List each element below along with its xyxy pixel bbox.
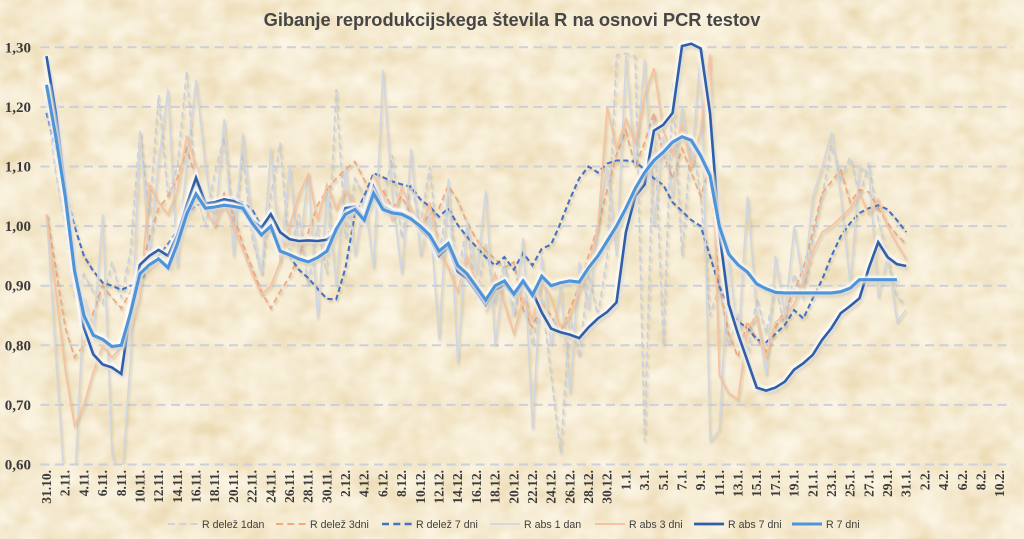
svg-text:28.11.: 28.11. — [301, 470, 316, 503]
svg-text:20.11.: 20.11. — [226, 470, 241, 503]
svg-text:18.11.: 18.11. — [207, 470, 222, 503]
svg-text:30.12.: 30.12. — [600, 470, 615, 504]
svg-text:18.12.: 18.12. — [488, 470, 503, 504]
svg-text:R delež 1dan: R delež 1dan — [202, 519, 265, 531]
svg-text:17.1.: 17.1. — [768, 470, 783, 497]
svg-text:4.11.: 4.11. — [76, 470, 91, 496]
svg-text:23.1.: 23.1. — [824, 470, 839, 497]
svg-text:22.12.: 22.12. — [525, 470, 540, 504]
svg-text:13.1.: 13.1. — [731, 470, 746, 497]
svg-text:12.12.: 12.12. — [432, 470, 447, 504]
svg-text:2.12.: 2.12. — [338, 470, 353, 497]
svg-text:Gibanje reprodukcijskega števi: Gibanje reprodukcijskega števila R na os… — [264, 9, 762, 30]
svg-text:R abs 1 dan: R abs 1 dan — [524, 519, 581, 531]
svg-text:9.1.: 9.1. — [693, 470, 708, 490]
svg-text:31.10.: 31.10. — [39, 470, 54, 504]
svg-text:8.11.: 8.11. — [114, 470, 129, 496]
svg-text:1,30: 1,30 — [5, 40, 31, 56]
svg-text:1,10: 1,10 — [5, 160, 31, 176]
svg-text:2.11.: 2.11. — [58, 470, 73, 496]
svg-text:28.12.: 28.12. — [581, 470, 596, 504]
svg-text:10.2.: 10.2. — [992, 470, 1007, 497]
svg-text:8.2.: 8.2. — [974, 470, 989, 490]
svg-text:R delež 3dni: R delež 3dni — [310, 519, 369, 531]
svg-text:25.1.: 25.1. — [843, 470, 858, 497]
svg-text:R abs 3 dni: R abs 3 dni — [629, 519, 683, 531]
svg-text:19.1.: 19.1. — [787, 470, 802, 497]
svg-text:6.12.: 6.12. — [375, 470, 390, 497]
svg-text:10.12.: 10.12. — [413, 470, 428, 504]
svg-text:2.2.: 2.2. — [917, 470, 932, 490]
svg-text:31.1.: 31.1. — [899, 470, 914, 497]
svg-text:24.12.: 24.12. — [544, 470, 559, 504]
svg-text:24.11.: 24.11. — [263, 470, 278, 503]
svg-text:21.1.: 21.1. — [805, 470, 820, 497]
svg-text:26.11.: 26.11. — [282, 470, 297, 503]
svg-text:5.1.: 5.1. — [656, 470, 671, 490]
svg-text:16.11.: 16.11. — [189, 470, 204, 503]
svg-text:27.1.: 27.1. — [861, 470, 876, 497]
svg-text:4.2.: 4.2. — [936, 470, 951, 490]
svg-text:0,80: 0,80 — [5, 338, 31, 354]
svg-text:15.1.: 15.1. — [749, 470, 764, 497]
svg-text:4.12.: 4.12. — [357, 470, 372, 497]
svg-text:6.11.: 6.11. — [95, 470, 110, 496]
svg-text:R abs 7 dni: R abs 7 dni — [728, 519, 782, 531]
svg-text:11.1.: 11.1. — [712, 470, 727, 496]
svg-text:22.11.: 22.11. — [245, 470, 260, 503]
svg-text:12.11.: 12.11. — [151, 470, 166, 503]
svg-text:6.2.: 6.2. — [955, 470, 970, 490]
svg-text:R delež 7 dni: R delež 7 dni — [416, 519, 478, 531]
svg-text:30.11.: 30.11. — [319, 470, 334, 503]
svg-text:1.1.: 1.1. — [618, 470, 633, 490]
svg-text:0,70: 0,70 — [5, 398, 31, 414]
svg-text:29.1.: 29.1. — [880, 470, 895, 497]
svg-text:14.12.: 14.12. — [450, 470, 465, 504]
svg-text:16.12.: 16.12. — [469, 470, 484, 504]
svg-text:1,20: 1,20 — [5, 100, 31, 116]
svg-text:0,60: 0,60 — [5, 458, 31, 474]
svg-text:0,90: 0,90 — [5, 279, 31, 295]
svg-text:26.12.: 26.12. — [562, 470, 577, 504]
svg-text:3.1.: 3.1. — [637, 470, 652, 490]
svg-text:7.1.: 7.1. — [675, 470, 690, 490]
svg-text:1,00: 1,00 — [5, 219, 31, 235]
svg-text:R 7 dni: R 7 dni — [826, 519, 860, 531]
svg-text:14.11.: 14.11. — [170, 470, 185, 503]
svg-text:8.12.: 8.12. — [394, 470, 409, 497]
svg-text:10.11.: 10.11. — [132, 470, 147, 503]
svg-text:20.12.: 20.12. — [506, 470, 521, 504]
